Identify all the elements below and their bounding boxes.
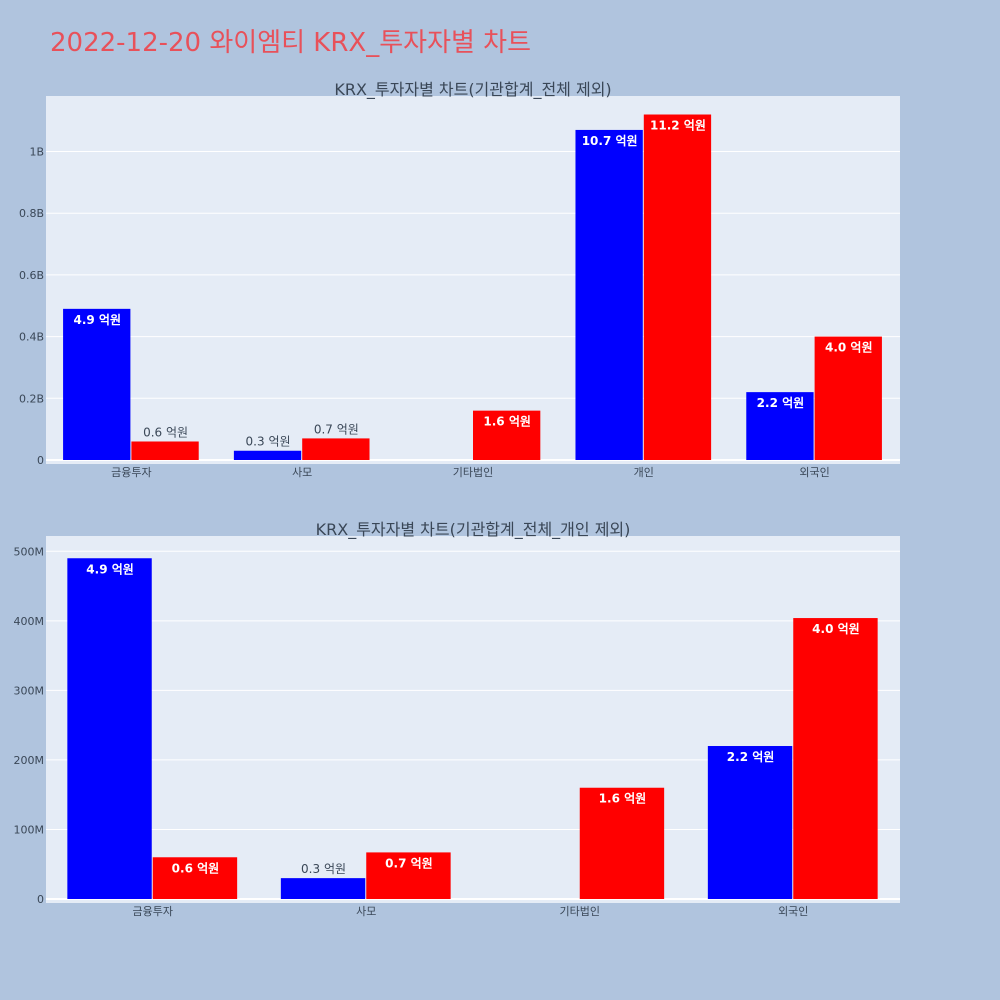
bar-data-label: 0.3 억원	[246, 435, 291, 449]
bar	[579, 787, 665, 899]
y-tick-label: 0.6B	[19, 269, 44, 282]
bar	[280, 878, 366, 899]
x-tick-label: 금융투자	[133, 905, 173, 918]
chart-title: KRX_투자자별 차트(기관합계_전체 제외)	[334, 80, 611, 100]
x-tick-label: 기타법인	[560, 905, 600, 918]
bar	[643, 114, 712, 460]
bar	[131, 441, 199, 460]
x-tick-label: 외국인	[799, 466, 829, 479]
bar	[793, 618, 878, 899]
bar-data-label: 4.9 억원	[73, 313, 121, 327]
x-tick-label: 기타법인	[453, 466, 493, 479]
x-tick-label: 외국인	[778, 905, 808, 918]
bar	[302, 438, 370, 460]
x-tick-label: 사모	[292, 466, 312, 479]
bar-data-label: 1.6 억원	[599, 792, 647, 806]
bar	[814, 336, 882, 460]
y-tick-label: 0.8B	[19, 207, 44, 220]
bar-data-label: 10.7 억원	[582, 134, 638, 148]
x-tick-label: 금융투자	[111, 466, 151, 479]
bar-data-label: 11.2 억원	[650, 119, 706, 133]
bar-data-label: 0.7 억원	[314, 422, 359, 436]
y-tick-label: 1B	[29, 146, 44, 159]
bar-data-label: 0.6 억원	[172, 861, 220, 875]
y-tick-label: 400M	[14, 615, 45, 628]
bar	[707, 746, 793, 899]
bar-data-label: 4.0 억원	[812, 622, 860, 636]
bar-data-label: 1.6 억원	[483, 415, 531, 429]
page-title: 2022-12-20 와이엠티 KRX_투자자별 차트	[50, 28, 532, 58]
y-tick-label: 0	[37, 454, 44, 467]
bar-data-label: 4.0 억원	[825, 341, 873, 355]
bar	[575, 129, 643, 461]
bar	[63, 308, 131, 460]
y-tick-label: 500M	[14, 545, 45, 558]
bar-data-label: 0.3 억원	[301, 862, 346, 876]
y-tick-label: 300M	[14, 684, 45, 697]
bar	[366, 852, 451, 899]
chart-title: KRX_투자자별 차트(기관합계_전체_개인 제외)	[316, 520, 631, 540]
bar	[152, 857, 238, 899]
bar	[746, 392, 814, 460]
bar	[67, 558, 152, 899]
bar	[473, 410, 541, 460]
bar-data-label: 2.2 억원	[727, 750, 775, 764]
x-tick-label: 개인	[634, 466, 654, 479]
y-tick-label: 200M	[14, 754, 45, 767]
y-tick-label: 0.4B	[19, 331, 44, 344]
y-tick-label: 100M	[14, 823, 45, 836]
bar-data-label: 0.6 억원	[143, 425, 188, 439]
y-tick-label: 0	[37, 893, 44, 906]
bar-data-label: 0.7 억원	[385, 856, 433, 870]
y-tick-label: 0.2B	[19, 392, 44, 405]
bar-data-label: 4.9 억원	[86, 562, 134, 576]
bar	[233, 450, 302, 460]
bar-data-label: 2.2 억원	[757, 396, 805, 410]
x-tick-label: 사모	[356, 905, 376, 918]
